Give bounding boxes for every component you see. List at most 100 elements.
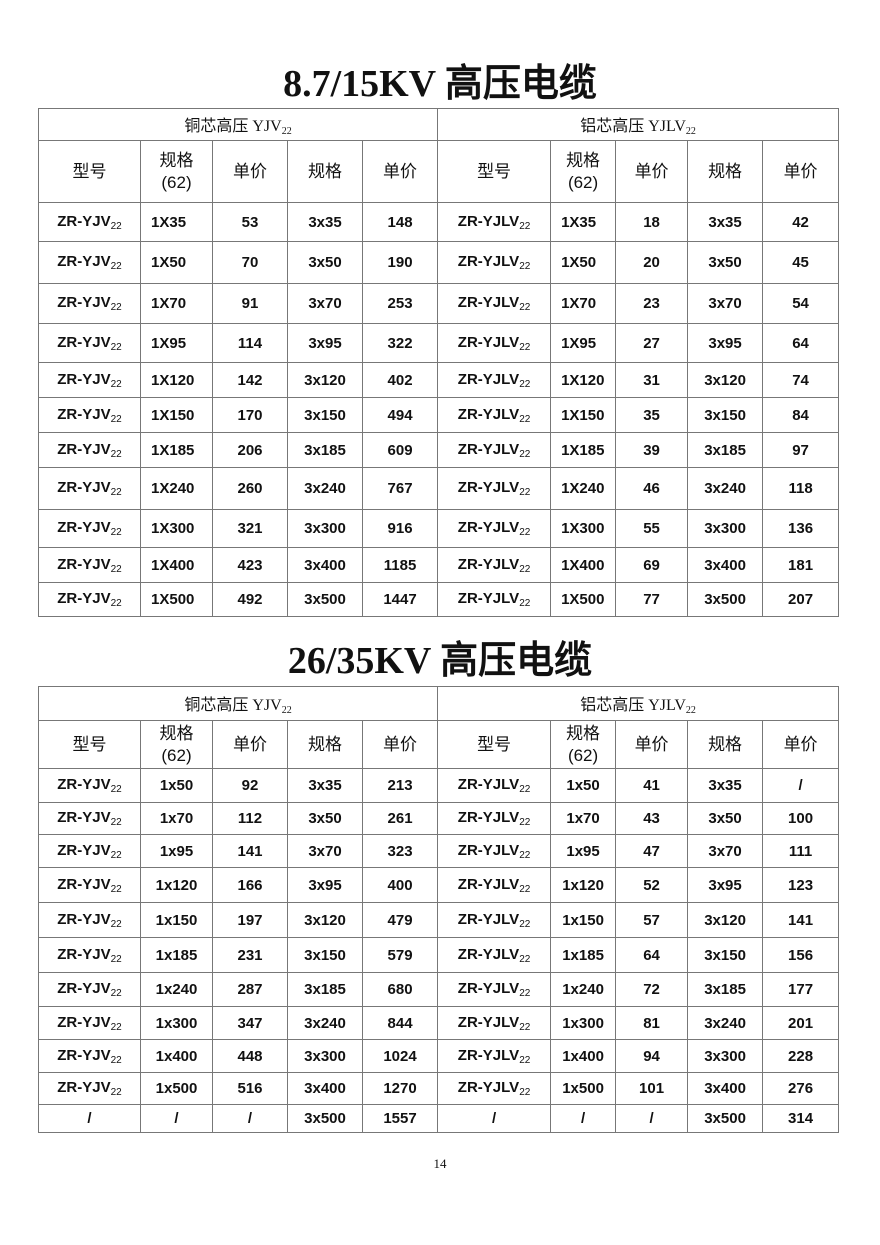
table-cell: 1x240 (140, 972, 213, 1007)
table-cell: 1X70 (550, 283, 617, 324)
table-cell: 323 (361, 834, 439, 868)
table-cell: 1X500 (550, 582, 617, 617)
column-header: 规格 (287, 140, 363, 203)
column-header: 规格 (287, 720, 363, 769)
table-cell: ZR-YJV22 (38, 834, 141, 868)
table-cell: / (615, 1104, 689, 1133)
table-cell: 402 (361, 362, 439, 398)
table-cell: 3x50 (287, 241, 363, 284)
table-cell: 45 (762, 241, 840, 284)
table-cell: 3x500 (287, 1104, 363, 1133)
table-cell: 3x400 (687, 547, 764, 583)
cell-value: 1x400 (562, 1047, 604, 1065)
cell-value: ZR-YJV (57, 809, 111, 826)
cell-value: ZR-YJLV (457, 440, 520, 458)
cell-value: 23 (643, 295, 660, 312)
cell-value: 287 (237, 981, 263, 998)
cell-value: ZR-YJV (57, 1079, 111, 1096)
cell-value: 3x70 (308, 842, 342, 860)
table-cell: 54 (762, 283, 840, 324)
cell-value: 3x240 (704, 1014, 746, 1032)
table-cell: 39 (615, 432, 689, 468)
cell-value: ZR-YJLV (457, 945, 520, 963)
cell-value: ZR-YJLV (457, 980, 520, 997)
table-cell: 3x300 (687, 509, 764, 548)
cell-value: 231 (237, 946, 263, 964)
table-cell: 170 (212, 397, 288, 433)
cell-value: 1x150 (562, 911, 604, 929)
table-cell: ZR-YJV22 (38, 432, 141, 468)
table-cell: 1X150 (140, 397, 213, 433)
cell-value: 3x35 (708, 777, 742, 794)
cell-value: 136 (788, 520, 814, 537)
table-cell: 1X150 (550, 397, 617, 433)
cell-value: 3x120 (704, 371, 746, 389)
cell-value: 494 (387, 406, 413, 424)
model-subscript: 22 (110, 883, 122, 895)
table-cell: 31 (615, 362, 689, 398)
table-cell: 3x185 (287, 432, 363, 468)
table-cell: 321 (212, 509, 288, 548)
table-cell: 287 (212, 972, 288, 1007)
cell-value: ZR-YJV (57, 555, 111, 573)
cell-value: 479 (387, 911, 413, 929)
table-row: ZR-YJV22 1x50 92 3x35 213 ZR-YJLV22 1x50 41 3x35… (38, 768, 840, 803)
cell-value: 3x50 (708, 254, 742, 271)
cell-value: 74 (792, 371, 809, 389)
table-cell: 1X185 (550, 432, 617, 468)
cell-value: 41 (643, 777, 660, 794)
table-cell: ZR-YJV22 (38, 768, 141, 803)
table-cell: 43 (615, 802, 689, 835)
table-row: ZR-YJV22 1X240 260 3x240 767 ZR-YJLV22 1X240 46… (38, 467, 840, 510)
table-cell: 3x300 (287, 509, 363, 548)
model-subscript: 22 (110, 302, 122, 313)
table-cell: 1x400 (140, 1039, 213, 1073)
cell-value: 46 (643, 480, 660, 497)
table-cell: / (550, 1104, 617, 1133)
table-cell: ZR-YJLV22 (437, 802, 552, 835)
table-cell: 92 (212, 768, 288, 803)
model-subscript: 22 (519, 378, 531, 390)
cell-value: 1x120 (562, 876, 604, 894)
table-cell: 479 (361, 902, 439, 938)
cell-value: 3x500 (304, 591, 346, 608)
cell-value: 142 (237, 371, 263, 389)
table-cell: ZR-YJLV22 (437, 1072, 552, 1105)
cell-value: 3x35 (308, 777, 342, 794)
cell-value: ZR-YJLV (457, 1013, 520, 1031)
table-cell: 3x50 (287, 802, 363, 835)
cell-value: 260 (237, 480, 263, 497)
cell-value: ZR-YJLV (457, 555, 520, 573)
model-subscript: 22 (519, 918, 531, 930)
table-cell: 42 (762, 202, 840, 242)
table-cell: 1X120 (140, 362, 213, 398)
table-cell: ZR-YJV22 (38, 937, 141, 973)
table-cell: 3x500 (287, 582, 363, 617)
model-subscript: 22 (519, 849, 531, 861)
table-cell: ZR-YJLV22 (437, 834, 552, 868)
cell-value: 181 (788, 556, 814, 574)
table-cell: ZR-YJV22 (38, 467, 141, 510)
cell-value: 1024 (383, 1047, 417, 1065)
table-cell: 1x95 (140, 834, 213, 868)
cell-value: 1x400 (155, 1047, 198, 1065)
table-row: ZR-YJV22 1x150 197 3x120 479 ZR-YJLV22 1x150 57… (38, 902, 840, 938)
table-cell: 142 (212, 362, 288, 398)
table-cell: 3x70 (687, 834, 764, 868)
cell-value: 321 (237, 520, 263, 537)
table-row: ZR-YJV22 1X120 142 3x120 402 ZR-YJLV22 1X120 31… (38, 362, 840, 398)
table-cell: 18 (615, 202, 689, 242)
cell-value: 206 (237, 441, 263, 459)
table-cell: / (437, 1104, 552, 1133)
table-cell: 141 (762, 902, 840, 938)
table-cell: 1447 (361, 582, 439, 617)
cell-value: ZR-YJLV (457, 294, 520, 311)
table-cell: 253 (361, 283, 439, 324)
table-cell: ZR-YJLV22 (437, 582, 552, 617)
cell-value: 57 (643, 911, 660, 929)
table-cell: ZR-YJLV22 (437, 509, 552, 548)
cell-value: ZR-YJV (57, 479, 111, 496)
cell-value: ZR-YJV (57, 370, 111, 388)
group-header: 铜芯高压 YJV22 (37, 686, 439, 721)
table-row: ZR-YJV22 1X95 114 3x95 322 ZR-YJLV22 1X95 27 3x9… (38, 323, 840, 363)
